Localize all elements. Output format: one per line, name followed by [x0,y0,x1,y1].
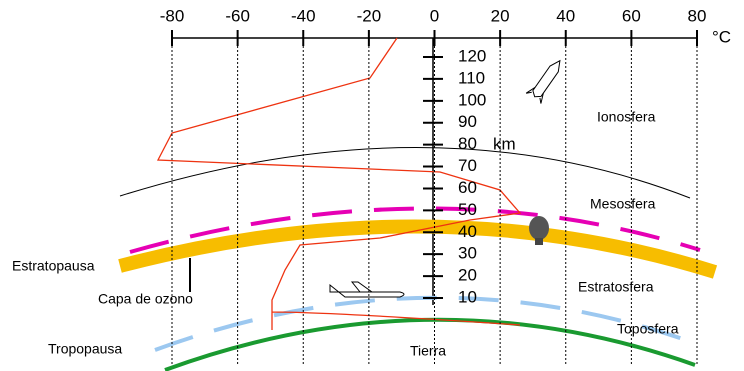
x-tick-label: -80 [160,6,185,25]
layer-label: Toposfera [617,321,679,337]
boundary-label: Estratopausa [12,258,95,274]
x-tick-label: 40 [556,6,575,25]
x-tick-label: -20 [357,6,382,25]
y-tick-label: 60 [458,178,477,197]
diagram: °C km Ionosfera Mesosfera Estratosfera T… [0,0,744,371]
altitude-unit: km [493,134,516,153]
x-tick-label: 20 [491,6,510,25]
x-tick-label: -40 [291,6,316,25]
airplane [330,282,404,297]
y-tick-label: 20 [458,266,477,285]
layer-label: Ionosfera [597,109,656,125]
boundary-label: Capa de ozono [98,291,193,307]
layer-label: Mesosfera [590,196,656,212]
boundary-label: Tropopausa [48,341,122,357]
rocket [526,56,567,104]
x-tick-label: 80 [688,6,707,25]
y-tick-label: 10 [458,287,477,306]
x-tick-label: 60 [622,6,641,25]
y-tick-label: 70 [458,156,477,175]
layer-label: Estratosfera [578,279,654,295]
y-tick-label: 50 [458,200,477,219]
y-tick-label: 110 [458,68,485,87]
y-tick-label: 100 [458,90,486,109]
x-tick-label: -60 [225,6,250,25]
layer-label: Tierra [410,343,446,359]
y-tick-label: 90 [458,112,477,131]
y-tick-label: 120 [458,46,486,65]
y-tick-label: 40 [458,222,477,241]
x-tick-label: 0 [430,6,439,25]
y-tick-label: 80 [458,134,477,153]
y-tick-label: 30 [458,244,477,263]
temperature-unit: °C [712,27,731,46]
ionosphere-boundary [120,147,690,198]
